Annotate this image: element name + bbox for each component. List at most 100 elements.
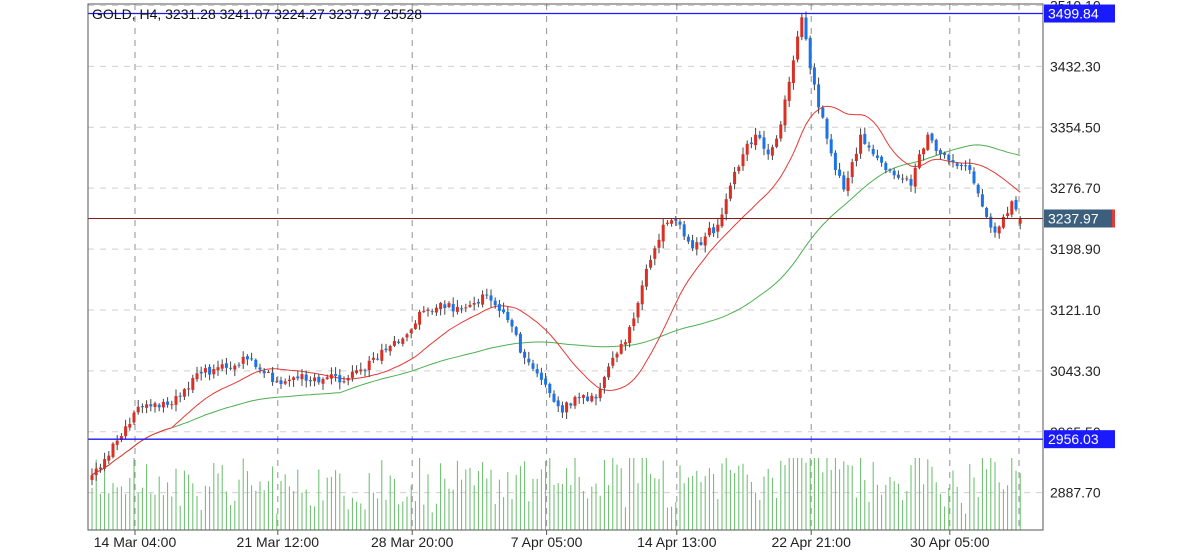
candle-body-bull xyxy=(203,368,207,373)
candle-body-bull xyxy=(355,370,359,374)
candle-body-bear xyxy=(812,67,816,85)
candle-body-bear xyxy=(552,393,556,402)
candle-body-bear xyxy=(964,165,968,167)
current-price-tag-label: 3237.97 xyxy=(1048,210,1099,226)
candle-body-bull xyxy=(670,220,674,224)
candle-body-bull xyxy=(724,199,728,214)
candle xyxy=(405,332,409,342)
candle xyxy=(401,337,405,347)
candle-body-bull xyxy=(636,303,640,318)
candle xyxy=(510,318,514,333)
candle-body-bull xyxy=(905,178,909,180)
candle-body-bear xyxy=(384,348,388,351)
candle xyxy=(497,299,501,318)
level-tag-bg xyxy=(1044,430,1115,449)
candle xyxy=(334,367,338,382)
candle xyxy=(964,160,968,171)
candle-body-bull xyxy=(770,147,774,156)
candle-body-bull xyxy=(1010,201,1014,215)
candle-body-bear xyxy=(539,372,543,380)
candle-body-bear xyxy=(254,359,258,368)
candle-body-bear xyxy=(842,175,846,190)
candle-body-bear xyxy=(523,351,527,358)
candle-body-bear xyxy=(972,171,976,184)
candle-body-bull xyxy=(119,436,123,440)
candle xyxy=(783,95,787,132)
candle xyxy=(686,234,690,244)
candle-body-bull xyxy=(775,138,779,147)
candle-body-bull xyxy=(220,364,224,369)
candle-body-bull xyxy=(266,371,270,373)
candle-body-bear xyxy=(224,363,228,368)
candle xyxy=(985,206,989,219)
candle xyxy=(527,351,531,366)
candle-body-bear xyxy=(674,218,678,221)
y-tick-label: 2887.70 xyxy=(1050,485,1101,501)
candle-body-bull xyxy=(707,227,711,236)
candle xyxy=(308,376,312,387)
candle xyxy=(594,394,598,406)
candle-body-bear xyxy=(594,396,598,399)
candle xyxy=(535,363,539,378)
y-tick-label: 3276.70 xyxy=(1050,180,1101,196)
candle-body-bear xyxy=(838,169,842,176)
candle-body-bull xyxy=(350,371,354,378)
candle xyxy=(762,130,766,156)
current-price-tag-bg xyxy=(1044,209,1112,228)
candle xyxy=(174,389,178,412)
level-tag-bg xyxy=(1044,4,1115,23)
candle-body-bull xyxy=(796,36,800,60)
candle-body-bear xyxy=(363,369,367,371)
candle xyxy=(791,55,795,90)
candle xyxy=(938,148,942,160)
candle xyxy=(800,14,804,41)
candle-body-bear xyxy=(140,406,144,408)
candle-body-bull xyxy=(468,304,472,307)
candle xyxy=(812,63,816,91)
candle xyxy=(371,352,375,363)
candle-body-bull xyxy=(422,310,426,312)
candle-body-bear xyxy=(934,139,938,151)
candle xyxy=(997,225,1001,239)
candle xyxy=(128,417,132,431)
candle xyxy=(846,171,850,197)
candle xyxy=(178,392,182,403)
candle xyxy=(636,301,640,324)
candle-body-bear xyxy=(976,184,980,194)
candle xyxy=(628,325,632,348)
candle xyxy=(674,215,678,227)
candle-body-bear xyxy=(825,118,829,139)
candle-body-bull xyxy=(720,214,724,227)
candle xyxy=(808,35,812,75)
candle-body-bear xyxy=(833,152,837,170)
candle-body-bull xyxy=(111,443,115,457)
candle xyxy=(262,368,266,378)
candle xyxy=(640,280,644,310)
candle xyxy=(359,362,363,375)
candle xyxy=(934,138,938,156)
candle xyxy=(787,76,791,107)
candle xyxy=(279,376,283,389)
candle xyxy=(485,288,489,299)
candle-body-bear xyxy=(493,300,497,306)
candle xyxy=(418,309,422,330)
candle-body-bear xyxy=(901,178,905,180)
candle xyxy=(237,362,241,368)
candle xyxy=(506,306,510,323)
candle-body-bear xyxy=(489,295,493,301)
candle xyxy=(397,339,401,345)
candle xyxy=(896,170,900,180)
candle-body-bear xyxy=(308,380,312,382)
candle-body-bull xyxy=(859,134,863,154)
candle-body-bull xyxy=(233,365,237,370)
candle xyxy=(691,234,695,252)
candle-body-bull xyxy=(413,323,417,329)
candle-body-bull xyxy=(913,167,917,187)
candle-body-bull xyxy=(447,303,451,308)
candle xyxy=(338,369,342,390)
candle-body-bull xyxy=(922,148,926,155)
candle xyxy=(682,220,686,241)
candle xyxy=(678,219,682,230)
candle-body-bear xyxy=(829,139,833,154)
